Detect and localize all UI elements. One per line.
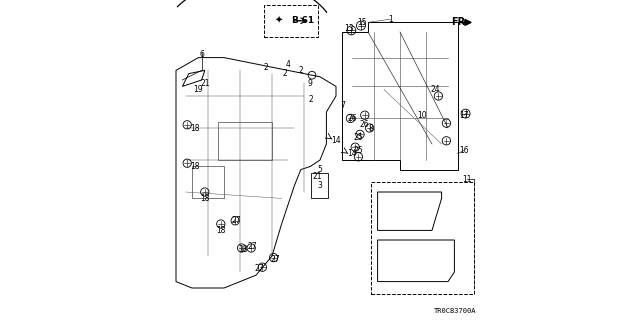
Bar [371, 182, 474, 294]
Text: 1: 1 [388, 15, 393, 24]
Text: 18: 18 [239, 245, 248, 254]
Text: 27: 27 [254, 264, 264, 273]
FancyBboxPatch shape [264, 5, 319, 37]
Text: 4: 4 [285, 60, 291, 68]
Text: 26: 26 [347, 114, 357, 123]
Text: FR.: FR. [451, 17, 469, 28]
Text: 21: 21 [312, 172, 321, 180]
Text: 3: 3 [317, 181, 323, 190]
Text: ✦: ✦ [275, 16, 282, 26]
Text: 18: 18 [200, 194, 209, 203]
Text: 18: 18 [216, 226, 225, 235]
Text: 25: 25 [353, 133, 364, 142]
Text: 15: 15 [356, 18, 367, 27]
Text: 9: 9 [308, 79, 313, 88]
Text: 17: 17 [459, 111, 469, 120]
Text: 27: 27 [232, 216, 242, 225]
Text: 6: 6 [199, 50, 204, 59]
Text: B-61: B-61 [291, 16, 314, 25]
Text: 18: 18 [191, 124, 200, 132]
Text: 24: 24 [430, 85, 440, 94]
Text: 16: 16 [459, 146, 469, 155]
Text: 18: 18 [191, 162, 200, 171]
Text: 27: 27 [248, 242, 258, 251]
Text: 11: 11 [463, 175, 472, 184]
Text: 14: 14 [331, 136, 341, 145]
Text: 7: 7 [340, 101, 345, 110]
Text: 21: 21 [405, 200, 414, 209]
Text: 2: 2 [282, 69, 287, 78]
Text: 14: 14 [347, 149, 357, 158]
Text: TR0CB3700A: TR0CB3700A [435, 308, 477, 314]
Text: 10: 10 [417, 111, 428, 120]
Text: 21: 21 [200, 79, 209, 88]
Text: 2: 2 [308, 95, 313, 104]
Text: 25: 25 [353, 146, 364, 155]
Text: 12: 12 [383, 200, 392, 209]
Text: 26: 26 [360, 120, 370, 129]
Text: 19: 19 [193, 85, 204, 94]
Text: 2: 2 [263, 63, 268, 72]
Text: 2: 2 [298, 66, 303, 75]
Text: 22: 22 [380, 232, 388, 241]
Text: 5: 5 [317, 165, 323, 174]
Text: 20: 20 [379, 274, 389, 283]
Text: 27: 27 [270, 255, 280, 264]
Text: 8: 8 [369, 124, 374, 132]
Text: 13: 13 [344, 24, 354, 33]
